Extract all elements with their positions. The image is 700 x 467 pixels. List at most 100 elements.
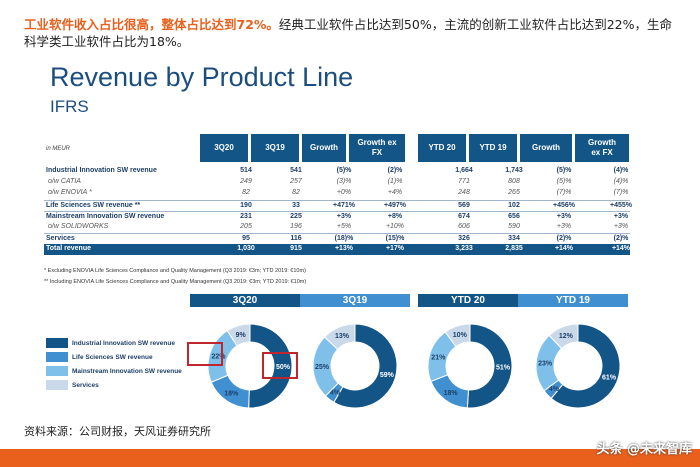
legend-swatch (46, 366, 68, 376)
row-label: Industrial Innovation SW revenue (46, 167, 157, 174)
row-label: o/w SOLIDWORKS (48, 223, 109, 230)
legend-item: Services (46, 378, 182, 392)
header-ytd20: YTD 20 (418, 134, 466, 162)
donut-slice-label: 23% (538, 360, 553, 367)
table-row: Total revenue 1,030 915 +13% +17% 3,233 2,835 +… (44, 244, 630, 256)
table-cell: 915 (290, 245, 302, 253)
table-row: Life Sciences SW revenue ** 190 33 +471% +49… (44, 199, 632, 211)
slide-title: Revenue by Product Line (50, 62, 354, 92)
table-cell: (3)% (336, 178, 352, 186)
table-cell: (5)% (556, 178, 572, 186)
watermark: 头条 @未来智库 (596, 442, 692, 457)
table-cell: (4)% (613, 167, 629, 174)
table-cell: 1,664 (455, 167, 473, 174)
donut-slice (226, 323, 251, 347)
table-cell: 265 (508, 189, 520, 197)
table-cell: +471% (333, 201, 355, 209)
legend-swatch (46, 352, 68, 362)
table-cell: 82 (292, 189, 300, 197)
table-cell: 514 (240, 167, 252, 174)
legend-label: Life Sciences SW revenue (72, 353, 153, 361)
table-row: Mainstream Innovation SW revenue 231 225 +3… (44, 210, 630, 222)
donut-slice (550, 323, 621, 409)
donut-slice-label: 22% (211, 354, 226, 361)
header-ytd-growth-ex-fx: Growth ex FX (575, 134, 629, 162)
table-cell: +455% (610, 201, 632, 209)
headline-highlight: 工业软件收入占比很高，整体占比达到72%。 (24, 17, 279, 32)
table-row: o/w CATIA 249 257 (3)% (1)% 771 808 (5)% (4)% (44, 177, 630, 188)
header-3q20: 3Q20 (200, 134, 248, 162)
table-cell: +3% (613, 223, 629, 230)
table-cell: 33 (292, 201, 300, 209)
table-cell: 2,835 (505, 245, 523, 253)
legend-item: Industrial Innovation SW revenue (46, 336, 182, 350)
donut-header-3q20: 3Q20 (190, 294, 300, 307)
row-label: Services (46, 235, 75, 243)
donut-header-ytd20: YTD 20 (418, 294, 518, 307)
table-cell: +8% (387, 212, 403, 220)
table-cell: (5)% (336, 167, 352, 174)
header-3q19: 3Q19 (251, 134, 299, 162)
table-cell: 1,030 (237, 245, 255, 253)
table-cell: +13% (334, 245, 354, 253)
donut-slice-label: 61% (602, 375, 617, 382)
donut-slice-label: 12% (559, 333, 574, 340)
table-cell: +14% (554, 245, 574, 253)
donut-slice-label: 18% (444, 390, 459, 397)
table-cell: 95 (242, 235, 250, 243)
table-cell: +456% (553, 201, 575, 209)
donut-slice-label: 50% (276, 364, 291, 371)
table-cell: +497% (384, 201, 406, 209)
table-cell: +3% (336, 212, 352, 220)
table-cell: 248 (458, 189, 470, 197)
headline: 工业软件收入占比很高，整体占比达到72%。经典工业软件占比达到50%，主流的创新… (24, 16, 684, 50)
table-cell: +4% (387, 189, 403, 197)
highlight-box-22 (187, 342, 223, 366)
donut-slice-label: 51% (496, 365, 511, 372)
table-cell: 196 (290, 223, 302, 230)
donut-slice-label: 25% (315, 364, 330, 371)
donut-slice-label: 21% (431, 354, 446, 361)
donut-slice (466, 323, 513, 409)
table-cell: (2)% (387, 167, 403, 174)
table-cell: 116 (290, 235, 302, 243)
table-cell: (4)% (613, 178, 629, 186)
table-cell: (2)% (613, 235, 629, 243)
table-cell: 225 (290, 212, 302, 220)
row-label: o/w CATIA (48, 178, 81, 186)
table-cell: 334 (508, 235, 520, 243)
donut-slice (444, 323, 471, 348)
table-cell: 102 (508, 201, 520, 209)
row-label: Total revenue (46, 245, 91, 253)
source-note: 资料来源：公司财报，天风证券研究所 (24, 425, 211, 438)
legend-label: Mainstream Innovation SW revenue (72, 367, 182, 375)
legend-swatch (46, 338, 68, 348)
donut-slice-label: 13% (335, 333, 350, 340)
table-row: o/w ENOVIA * 82 82 +0% +4% 248 265 (7)% (7)% (44, 188, 630, 199)
bottom-bar (0, 449, 700, 467)
table-row: Industrial Innovation SW revenue 514 541 (5… (44, 166, 630, 177)
table-cell: 257 (290, 178, 302, 186)
table-cell: 205 (240, 223, 252, 230)
legend-label: Industrial Innovation SW revenue (72, 339, 175, 347)
footnote-1: * Excluding ENOVIA Life Sciences Complia… (44, 268, 306, 274)
footnote-2: ** Including ENOVIA Life Sciences Compli… (44, 279, 307, 285)
table-cell: +3% (613, 212, 629, 220)
row-label: o/w ENOVIA * (48, 189, 92, 197)
header-growth-ex-fx: Growth ex FX (349, 134, 405, 162)
slide-subtitle: IFRS (50, 97, 89, 116)
table-cell: +3% (556, 223, 572, 230)
legend-item: Mainstream Innovation SW revenue (46, 364, 182, 378)
donut-slice-label: 4% (549, 386, 560, 393)
unit-label: in MEUR (46, 146, 71, 152)
table-cell: (7)% (613, 189, 629, 197)
table-cell: 231 (240, 212, 252, 220)
donut-slice-label: 10% (453, 332, 468, 339)
table-cell: 771 (458, 178, 470, 186)
header-ytd19: YTD 19 (469, 134, 517, 162)
headline-text: 经典工业软件占比达到50%，主流的创新工业软件占比达到22%，生命科学类工业软件… (24, 17, 672, 49)
legend-swatch (46, 380, 68, 390)
table-cell: 249 (240, 178, 252, 186)
legend-item: Life Sciences SW revenue (46, 350, 182, 364)
row-label: Mainstream Innovation SW revenue (46, 212, 165, 220)
